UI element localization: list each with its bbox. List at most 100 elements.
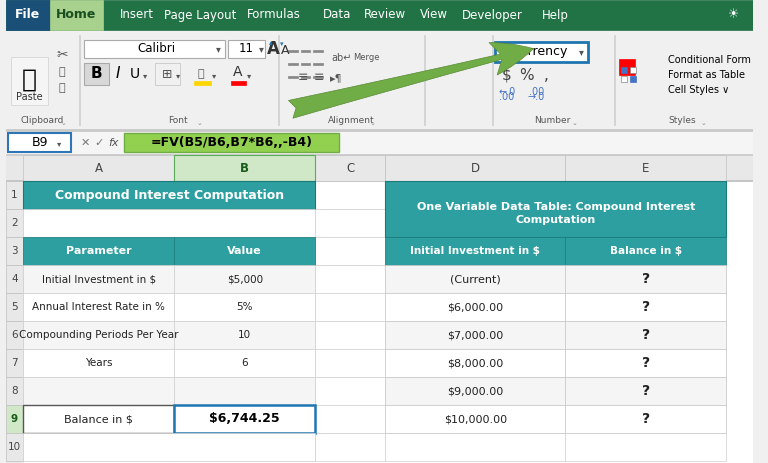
Text: Insert: Insert: [120, 8, 154, 21]
Bar: [565, 321, 726, 349]
Text: 1: 1: [12, 190, 18, 200]
Text: 🖌: 🖌: [59, 83, 65, 93]
Bar: [5, 293, 23, 321]
Text: ▾: ▾: [216, 44, 220, 54]
Bar: [23, 377, 174, 405]
Bar: [565, 293, 726, 321]
Bar: [313, 63, 323, 65]
Bar: [316, 433, 386, 461]
Bar: [174, 405, 316, 433]
Bar: [5, 30, 753, 130]
Text: ←.0: ←.0: [498, 87, 515, 97]
Text: Number: Number: [535, 116, 571, 125]
Text: $10,000.00: $10,000.00: [444, 414, 507, 424]
Bar: [386, 349, 565, 377]
Bar: [316, 181, 386, 209]
Bar: [23, 237, 174, 265]
Text: 📋: 📋: [22, 68, 37, 92]
Text: Annual Interest Rate in %: Annual Interest Rate in %: [32, 302, 165, 312]
Text: $8,000.00: $8,000.00: [447, 358, 504, 368]
Bar: [5, 130, 753, 155]
Bar: [614, 35, 615, 125]
Bar: [316, 237, 386, 265]
Bar: [23, 377, 174, 405]
Bar: [174, 209, 316, 237]
Bar: [386, 237, 565, 265]
Text: Developer: Developer: [462, 8, 523, 21]
Bar: [50, 0, 103, 30]
Bar: [5, 0, 753, 30]
Text: ?: ?: [642, 300, 650, 314]
Bar: [23, 181, 316, 209]
Bar: [23, 433, 316, 461]
Text: ▾: ▾: [280, 41, 284, 47]
Text: Initial Investment in $: Initial Investment in $: [410, 246, 541, 256]
Bar: [565, 181, 726, 209]
Bar: [23, 349, 174, 377]
Bar: [5, 154, 753, 155]
Text: C: C: [346, 162, 355, 175]
Bar: [495, 42, 588, 62]
Text: ⌄: ⌄: [700, 120, 707, 126]
Bar: [23, 349, 174, 377]
Text: Parameter: Parameter: [66, 246, 131, 256]
Text: Conditional Form: Conditional Form: [667, 55, 750, 65]
Text: File: File: [15, 8, 40, 21]
Bar: [8, 133, 71, 152]
Text: 2: 2: [12, 218, 18, 228]
Bar: [386, 293, 565, 321]
Text: ⌄: ⌄: [571, 120, 578, 126]
Bar: [23, 265, 174, 293]
Bar: [386, 209, 565, 237]
Bar: [227, 40, 265, 58]
Bar: [5, 181, 23, 209]
Text: fx: fx: [108, 138, 119, 148]
Text: 5: 5: [12, 302, 18, 312]
Bar: [492, 35, 493, 125]
Text: Data: Data: [323, 8, 351, 21]
Text: ▾: ▾: [578, 47, 584, 57]
Text: ▾: ▾: [260, 44, 264, 54]
Bar: [124, 133, 339, 152]
Text: Balance in $: Balance in $: [610, 246, 682, 256]
Text: Merge: Merge: [353, 54, 379, 63]
Text: 11: 11: [239, 43, 253, 56]
Text: Formulas: Formulas: [247, 8, 300, 21]
Bar: [5, 181, 23, 463]
Bar: [174, 377, 316, 405]
Bar: [386, 377, 565, 405]
Text: ✂: ✂: [56, 48, 68, 62]
Bar: [619, 59, 634, 75]
Bar: [5, 265, 23, 293]
Bar: [301, 76, 310, 78]
Bar: [23, 265, 174, 293]
Text: B: B: [91, 67, 102, 81]
Bar: [174, 155, 316, 181]
Text: 10: 10: [238, 330, 251, 340]
Bar: [386, 321, 565, 349]
Bar: [386, 377, 565, 405]
Bar: [316, 377, 386, 405]
Bar: [386, 265, 565, 293]
Text: Paste: Paste: [16, 92, 42, 102]
Text: =FV(B5/B6,B7*B6,,-B4): =FV(B5/B6,B7*B6,,-B4): [151, 137, 313, 150]
Bar: [5, 129, 753, 130]
Text: %: %: [519, 68, 534, 82]
Text: ▾: ▾: [212, 71, 216, 81]
Bar: [386, 349, 565, 377]
Text: Initial Investment in $: Initial Investment in $: [41, 274, 156, 284]
Bar: [565, 293, 726, 321]
Bar: [174, 265, 316, 293]
Text: Format as Table: Format as Table: [667, 70, 745, 80]
Bar: [174, 433, 316, 461]
Bar: [630, 67, 636, 73]
Text: $7,000.00: $7,000.00: [447, 330, 504, 340]
Text: .00: .00: [499, 92, 515, 102]
Text: Compound Interest Computation: Compound Interest Computation: [55, 188, 284, 201]
Bar: [565, 377, 726, 405]
Bar: [386, 405, 565, 433]
Bar: [5, 321, 23, 349]
Text: ▾: ▾: [57, 139, 61, 149]
Bar: [313, 50, 323, 52]
Text: U: U: [130, 67, 141, 81]
